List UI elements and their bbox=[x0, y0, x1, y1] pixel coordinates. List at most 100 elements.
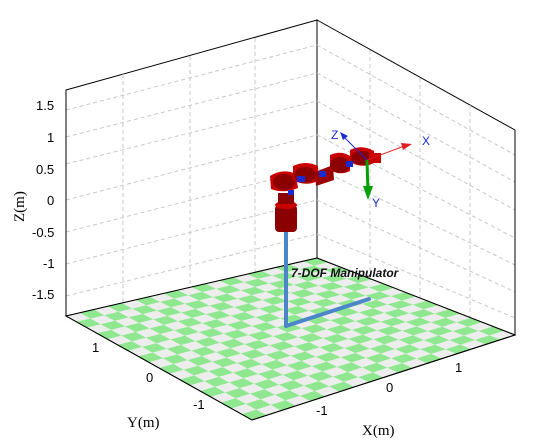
floor-tile bbox=[240, 349, 266, 359]
x-tick-label: 1 bbox=[455, 360, 462, 375]
floor-tile bbox=[104, 311, 129, 321]
floor-tile bbox=[245, 399, 271, 410]
floor-tile bbox=[156, 307, 182, 316]
floor-tile bbox=[351, 325, 378, 335]
floor-tile bbox=[255, 313, 281, 323]
floor-tile bbox=[395, 344, 421, 354]
frame-y-label: Y bbox=[372, 196, 380, 210]
floor-tile bbox=[229, 378, 255, 389]
z-tick-label: 1.5 bbox=[36, 98, 54, 113]
floor-tile bbox=[409, 309, 435, 318]
floor-tile bbox=[237, 295, 263, 304]
floor-tile bbox=[244, 340, 270, 350]
floor-tile bbox=[294, 342, 320, 352]
floor-tile bbox=[170, 335, 196, 345]
floor-tile bbox=[293, 281, 319, 290]
floor-tile bbox=[319, 343, 345, 353]
floor-tile bbox=[276, 323, 302, 333]
floor-tile bbox=[198, 328, 224, 338]
floor-tile bbox=[366, 353, 392, 363]
floor-tile bbox=[270, 400, 296, 411]
floor-tile bbox=[212, 293, 238, 303]
floor-tile bbox=[369, 344, 395, 354]
floor-tile bbox=[286, 361, 312, 371]
floor-tile bbox=[121, 332, 146, 342]
floor-tile bbox=[225, 388, 250, 399]
floor-tile bbox=[97, 329, 122, 340]
z-tick-label: 0 bbox=[47, 193, 54, 208]
y-axis-ticks: 1 0 -1 bbox=[92, 340, 205, 412]
floor-tile bbox=[373, 335, 399, 345]
floor-tile bbox=[365, 291, 391, 300]
floor-tile bbox=[315, 352, 341, 362]
floor-tile bbox=[333, 307, 359, 317]
floor-tile bbox=[191, 346, 217, 357]
floor-tile bbox=[223, 329, 249, 339]
y-tick-label: 1 bbox=[92, 340, 99, 355]
axis-lines bbox=[65, 90, 516, 421]
floor-tile bbox=[100, 320, 126, 330]
floor-tile bbox=[160, 298, 185, 308]
floor-tile bbox=[195, 337, 220, 347]
floor-tile bbox=[212, 357, 238, 368]
floor-tile bbox=[387, 363, 413, 373]
floor-tile bbox=[340, 291, 366, 300]
floor-tile bbox=[358, 308, 385, 317]
floor-tile bbox=[227, 320, 252, 330]
floor-tile bbox=[301, 324, 327, 334]
floor-tile bbox=[355, 317, 381, 326]
x-axis-label: X(m) bbox=[362, 423, 395, 439]
z-tick-label: 1 bbox=[47, 130, 54, 145]
floor-tile bbox=[244, 278, 269, 287]
floor-tile bbox=[283, 370, 308, 381]
floor-tile bbox=[76, 318, 101, 328]
floor-tile bbox=[402, 326, 428, 336]
floor-tile bbox=[216, 285, 241, 294]
floor-tile bbox=[181, 309, 206, 318]
floor-tile bbox=[431, 317, 457, 327]
floor-tile bbox=[323, 334, 349, 344]
floor-tile bbox=[308, 307, 334, 316]
floor-tile bbox=[274, 390, 300, 401]
floor-tile bbox=[132, 305, 157, 314]
floor-tile bbox=[162, 354, 188, 364]
floor-tile bbox=[261, 360, 287, 370]
floor-tile bbox=[343, 283, 369, 292]
frame-x-label: X bbox=[422, 134, 430, 148]
manipulator-arm-icon bbox=[270, 147, 381, 232]
floor-tile bbox=[259, 304, 284, 314]
floor-tile bbox=[153, 316, 178, 325]
floor-tile bbox=[308, 371, 334, 382]
floor-tile bbox=[311, 361, 337, 372]
floor-tile bbox=[149, 324, 175, 334]
floor-tile bbox=[312, 298, 338, 307]
frame-z-label: Z bbox=[331, 128, 338, 142]
floor-tile bbox=[174, 326, 199, 336]
floor-tile bbox=[234, 303, 259, 313]
floor-tile bbox=[445, 344, 472, 354]
floor-tile bbox=[304, 381, 330, 391]
floor-tile bbox=[240, 286, 266, 296]
floor-tile bbox=[377, 326, 403, 336]
floor-tile bbox=[398, 335, 424, 345]
floor-tile bbox=[287, 297, 313, 306]
coordinate-frame-icon bbox=[340, 132, 412, 200]
floor-tile bbox=[262, 296, 288, 305]
floor-tile bbox=[254, 379, 279, 390]
floor-tile bbox=[344, 343, 370, 353]
floor-tile bbox=[384, 308, 410, 318]
floor-tile bbox=[337, 362, 363, 372]
floor-tile bbox=[187, 356, 213, 366]
floor-tile bbox=[420, 344, 446, 354]
floor-tile bbox=[300, 391, 326, 402]
floor-tile bbox=[219, 338, 245, 349]
floor-tile bbox=[358, 372, 384, 383]
floor-tile bbox=[183, 365, 209, 376]
x-tick-label: 0 bbox=[386, 380, 393, 395]
floor-tile bbox=[177, 317, 203, 327]
floor-tile bbox=[424, 335, 450, 345]
floor-tile bbox=[283, 306, 309, 315]
floor-tile bbox=[269, 341, 295, 351]
floor-tile bbox=[273, 332, 299, 342]
